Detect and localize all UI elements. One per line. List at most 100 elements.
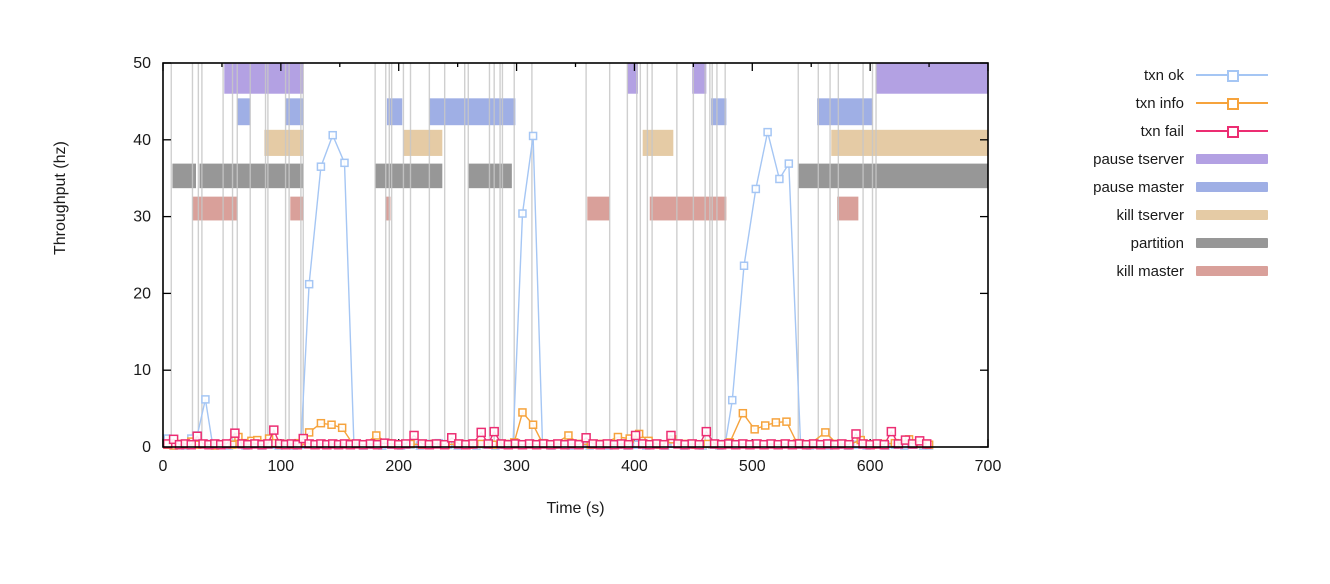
data-point-marker <box>192 431 202 441</box>
data-point-marker <box>528 131 538 141</box>
band-kill-master <box>192 196 238 221</box>
data-point-marker <box>476 427 486 438</box>
legend-label: kill tserver <box>1116 206 1184 224</box>
data-point-marker <box>168 434 179 445</box>
data-point-marker <box>623 439 634 450</box>
y-tick-label: 50 <box>133 55 151 72</box>
band-partition <box>172 163 196 189</box>
band-kill-tserver <box>831 129 988 156</box>
data-point-marker <box>298 433 308 444</box>
legend-item-partition: partition <box>1000 229 1268 257</box>
data-point-marker <box>263 439 273 449</box>
data-point-marker <box>771 418 781 427</box>
band-pause-tserver <box>627 63 638 94</box>
legend-item-kill-tserver: kill tserver <box>1000 201 1268 229</box>
legend-label: txn info <box>1135 94 1184 112</box>
data-point-marker <box>401 439 411 449</box>
data-point-marker <box>581 433 591 443</box>
band-kill-master <box>587 196 610 221</box>
data-point-marker <box>269 425 279 435</box>
legend-item-pause-master: pause master <box>1000 173 1268 201</box>
data-point-marker <box>844 439 854 450</box>
data-point-marker <box>439 439 450 450</box>
legend-swatch-line-icon <box>1196 124 1268 138</box>
data-point-marker <box>327 420 336 429</box>
band-kill-master <box>290 196 304 221</box>
x-tick-label: 500 <box>739 458 766 475</box>
band-kill-master <box>385 196 391 221</box>
x-tick-label: 100 <box>268 458 295 475</box>
x-tick-label: 400 <box>621 458 648 475</box>
data-point-marker <box>518 408 527 417</box>
data-point-marker <box>728 395 737 405</box>
event-bands <box>172 63 988 221</box>
data-point-marker <box>328 130 337 140</box>
x-axis-label: Time (s) <box>546 500 605 517</box>
band-pause-master <box>817 98 873 126</box>
band-pause-master <box>285 98 304 126</box>
data-point-marker <box>304 279 314 289</box>
data-point-marker <box>230 428 240 438</box>
data-point-marker <box>304 428 314 437</box>
data-point-marker <box>372 431 381 440</box>
legend-swatch-band-icon <box>1196 238 1268 248</box>
band-pause-tserver <box>692 63 707 94</box>
legend-item-txn-ok: txn ok <box>1000 61 1268 89</box>
x-tick-label: 600 <box>857 458 884 475</box>
data-point-marker <box>337 423 347 433</box>
band-kill-master <box>649 196 727 221</box>
data-point-marker <box>630 430 641 441</box>
data-point-marker <box>316 162 326 171</box>
data-point-marker <box>564 431 573 440</box>
event-lines <box>170 63 877 447</box>
legend-label: txn ok <box>1143 66 1184 84</box>
legend-swatch-band-icon <box>1196 182 1268 192</box>
legend-label: txn fail <box>1140 122 1184 140</box>
data-point-marker <box>574 439 584 450</box>
band-partition <box>199 163 304 189</box>
data-point-marker <box>447 433 457 443</box>
x-tick-label: 700 <box>975 458 1002 475</box>
data-point-marker <box>879 439 890 450</box>
y-tick-label: 0 <box>142 439 151 456</box>
data-point-marker <box>221 439 232 449</box>
data-point-marker <box>761 421 770 430</box>
legend-item-txn-fail: txn fail <box>1000 117 1268 145</box>
legend-label: pause master <box>1093 178 1184 196</box>
legend-swatch-band-icon <box>1196 266 1268 276</box>
band-kill-master <box>837 196 859 221</box>
band-kill-tserver <box>264 129 304 156</box>
data-point-marker <box>316 418 326 428</box>
band-partition <box>798 163 988 189</box>
data-point-marker <box>775 174 784 184</box>
tick-labels: 0 100 200 300 400 500 600 700 0 10 20 30 40 50 <box>133 55 1001 475</box>
y-tick-label: 20 <box>133 285 151 302</box>
data-point-marker <box>738 408 748 418</box>
legend-swatch-line-icon <box>1196 96 1268 110</box>
y-tick-label: 30 <box>133 209 151 226</box>
data-point-marker <box>782 417 791 426</box>
data-point-marker <box>701 426 712 437</box>
data-point-marker <box>763 127 772 137</box>
legend-swatch-line-icon <box>1196 68 1268 82</box>
data-point-marker <box>784 159 794 168</box>
data-point-marker <box>886 426 897 437</box>
band-pause-master <box>429 98 516 126</box>
data-point-marker <box>409 430 419 441</box>
band-pause-master <box>386 98 403 126</box>
legend-label: kill master <box>1116 262 1184 280</box>
y-tick-label: 40 <box>133 132 151 149</box>
legend-item-txn-info: txn info <box>1000 89 1268 117</box>
legend: txn ok txn info txn fail pause tserver pause… <box>1000 61 1268 285</box>
data-point-marker <box>694 439 704 450</box>
legend-item-kill-master: kill master <box>1000 257 1268 285</box>
legend-label: pause tserver <box>1093 150 1184 168</box>
legend-swatch-band-icon <box>1196 154 1268 164</box>
data-point-marker <box>489 426 499 437</box>
band-kill-tserver <box>403 129 443 156</box>
data-point-marker <box>518 209 527 218</box>
legend-item-pause-tserver: pause tserver <box>1000 145 1268 173</box>
data-point-marker <box>739 261 749 271</box>
band-pause-master <box>237 98 251 126</box>
